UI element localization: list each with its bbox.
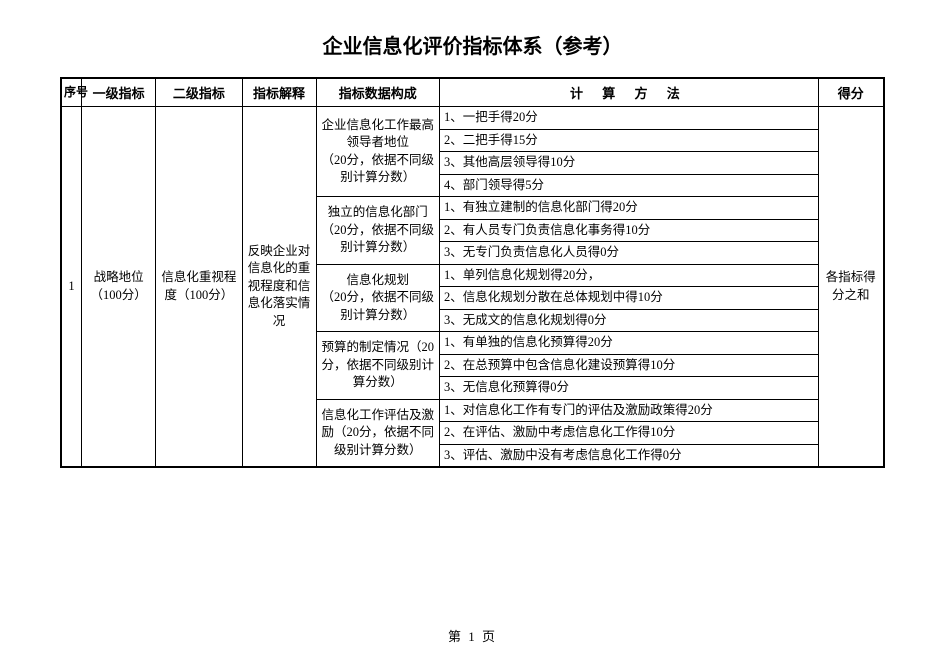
- cell-calc: 3、评估、激励中没有考虑信息化工作得0分: [440, 444, 819, 467]
- cell-calc: 1、对信息化工作有专门的评估及激励政策得20分: [440, 399, 819, 422]
- cell-data-2: 信息化规划 （20分，依据不同级别计算分数）: [316, 264, 439, 332]
- page-number: 第 1 页: [0, 626, 945, 645]
- cell-calc: 2、信息化规划分散在总体规划中得10分: [440, 287, 819, 310]
- th-level2: 二级指标: [156, 78, 242, 107]
- cell-score: 各指标得分之和: [818, 107, 884, 468]
- cell-calc: 2、有人员专门负责信息化事务得10分: [440, 219, 819, 242]
- th-level1: 一级指标: [82, 78, 156, 107]
- cell-level1: 战略地位（100分）: [82, 107, 156, 468]
- cell-calc: 1、有独立建制的信息化部门得20分: [440, 197, 819, 220]
- cell-calc: 3、无信息化预算得0分: [440, 377, 819, 400]
- cell-calc: 1、有单独的信息化预算得20分: [440, 332, 819, 355]
- cell-data-3: 预算的制定情况（20分，依据不同级别计算分数）: [316, 332, 439, 400]
- page-title: 企业信息化评价指标体系（参考）: [60, 30, 885, 59]
- cell-calc: 4、部门领导得5分: [440, 174, 819, 197]
- th-seq: 序号: [61, 78, 82, 107]
- cell-seq: 1: [61, 107, 82, 468]
- cell-calc: 2、在总预算中包含信息化建设预算得10分: [440, 354, 819, 377]
- cell-data-0: 企业信息化工作最高领导者地位 （20分，依据不同级别计算分数）: [316, 107, 439, 197]
- cell-calc: 2、在评估、激励中考虑信息化工作得10分: [440, 422, 819, 445]
- cell-calc: 3、无专门负责信息化人员得0分: [440, 242, 819, 265]
- cell-data-4: 信息化工作评估及激励（20分，依据不同级别计算分数）: [316, 399, 439, 467]
- indicator-table: 序号 一级指标 二级指标 指标解释 指标数据构成 计 算 方 法 得分 1 战略…: [60, 77, 885, 468]
- cell-calc: 2、二把手得15分: [440, 129, 819, 152]
- cell-level2: 信息化重视程度（100分）: [156, 107, 242, 468]
- cell-calc: 3、其他高层领导得10分: [440, 152, 819, 175]
- th-calc: 计 算 方 法: [440, 78, 819, 107]
- th-score: 得分: [818, 78, 884, 107]
- cell-data-1: 独立的信息化部门（20分，依据不同级别计算分数）: [316, 197, 439, 265]
- th-explain: 指标解释: [242, 78, 316, 107]
- cell-calc: 1、单列信息化规划得20分，: [440, 264, 819, 287]
- cell-explain: 反映企业对信息化的重视程度和信息化落实情况: [242, 107, 316, 468]
- th-data: 指标数据构成: [316, 78, 439, 107]
- cell-calc: 3、无成文的信息化规划得0分: [440, 309, 819, 332]
- cell-calc: 1、一把手得20分: [440, 107, 819, 130]
